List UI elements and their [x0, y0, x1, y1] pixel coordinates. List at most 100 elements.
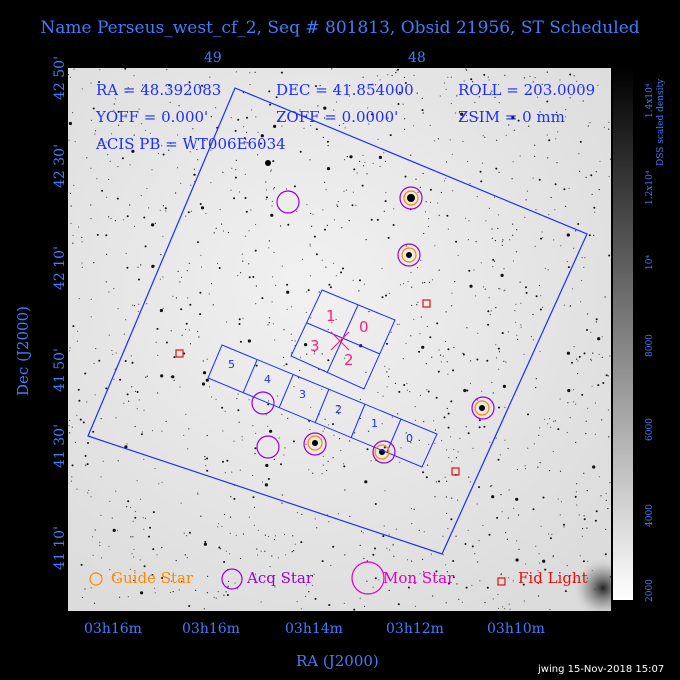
star-dot: [187, 297, 189, 299]
star-dot: [609, 482, 611, 484]
star-dot: [391, 74, 393, 77]
star-dot: [201, 382, 206, 386]
star-dot: [397, 413, 399, 415]
top-tick-label: 49: [204, 50, 222, 66]
star-dot: [114, 574, 116, 576]
star-dot: [480, 262, 482, 264]
star-dot: [608, 254, 611, 257]
star-dot: [492, 392, 494, 394]
star-dot: [414, 419, 416, 421]
star-dot: [548, 533, 550, 535]
star-dot: [332, 545, 335, 548]
footer-timestamp: jwing 15-Nov-2018 15:07: [538, 664, 665, 675]
star-dot: [84, 372, 87, 375]
star-dot: [423, 571, 425, 573]
star-dot: [529, 93, 531, 95]
star-dot: [134, 570, 136, 572]
star-dot: [250, 209, 252, 211]
star-dot: [305, 584, 308, 586]
star-dot: [597, 84, 599, 86]
star-dot: [577, 223, 580, 225]
star-dot: [126, 443, 128, 445]
acis-value: ACIS PB = WT006E6034: [96, 135, 286, 153]
star-dot: [139, 498, 142, 500]
star-dot: [99, 544, 101, 547]
star-dot: [251, 109, 253, 111]
star-dot: [538, 284, 540, 287]
star-dot: [111, 517, 113, 519]
star-dot: [532, 81, 534, 83]
star-dot: [168, 149, 170, 151]
star-dot: [375, 84, 377, 86]
star-dot: [227, 231, 229, 234]
bright-star: [479, 405, 485, 411]
star-dot: [382, 395, 384, 397]
star-dot: [356, 172, 358, 174]
star-dot: [400, 447, 402, 449]
star-dot: [610, 158, 611, 160]
star-dot: [326, 167, 331, 171]
star-dot: [441, 440, 443, 442]
star-dot: [472, 447, 474, 449]
star-dot: [124, 445, 128, 449]
star-dot: [512, 223, 514, 225]
star-dot: [416, 267, 419, 269]
star-dot: [336, 204, 338, 206]
star-dot: [133, 225, 136, 227]
star-dot: [131, 553, 133, 555]
star-dot: [200, 206, 205, 210]
star-dot: [544, 568, 547, 571]
star-dot: [138, 399, 140, 401]
star-dot: [204, 458, 206, 460]
star-dot: [202, 360, 204, 362]
star-dot: [243, 126, 245, 128]
star-dot: [558, 92, 560, 94]
star-dot: [546, 100, 549, 103]
star-dot: [244, 173, 246, 175]
star-dot: [501, 511, 503, 513]
star-dot: [456, 583, 458, 585]
star-dot: [505, 532, 507, 534]
star-dot: [90, 204, 92, 206]
star-dot: [548, 214, 550, 216]
star-dot: [368, 123, 370, 125]
star-dot: [199, 203, 202, 205]
star-dot: [90, 218, 92, 220]
star-dot: [431, 279, 434, 281]
star-dot: [579, 140, 582, 143]
star-dot: [403, 76, 405, 78]
star-dot: [206, 434, 208, 437]
star-dot: [161, 577, 164, 579]
colorbar-label: 8000: [645, 334, 655, 357]
star-dot: [365, 371, 367, 373]
star-dot: [252, 496, 255, 499]
star-dot: [244, 141, 247, 143]
star-dot: [483, 425, 486, 428]
star-dot: [560, 501, 562, 503]
star-dot: [470, 360, 472, 362]
star-dot: [152, 511, 155, 514]
star-dot: [386, 342, 388, 345]
star-dot: [226, 594, 229, 596]
star-dot: [219, 208, 221, 211]
star-dot: [215, 398, 217, 400]
star-dot: [491, 237, 493, 239]
star-dot: [473, 269, 475, 271]
star-dot: [512, 260, 514, 262]
star-dot: [577, 360, 579, 362]
star-dot: [143, 458, 145, 460]
star-dot: [429, 336, 432, 339]
star-dot: [311, 225, 313, 227]
star-dot: [178, 589, 180, 591]
star-dot: [440, 361, 442, 363]
star-dot: [426, 389, 428, 391]
star-dot: [321, 388, 323, 390]
star-dot: [114, 98, 116, 100]
star-dot: [500, 494, 502, 496]
star-dot: [370, 218, 373, 221]
star-dot: [353, 168, 356, 171]
star-dot: [213, 232, 215, 234]
star-dot: [522, 583, 525, 586]
star-dot: [450, 518, 453, 521]
star-dot: [524, 216, 526, 218]
